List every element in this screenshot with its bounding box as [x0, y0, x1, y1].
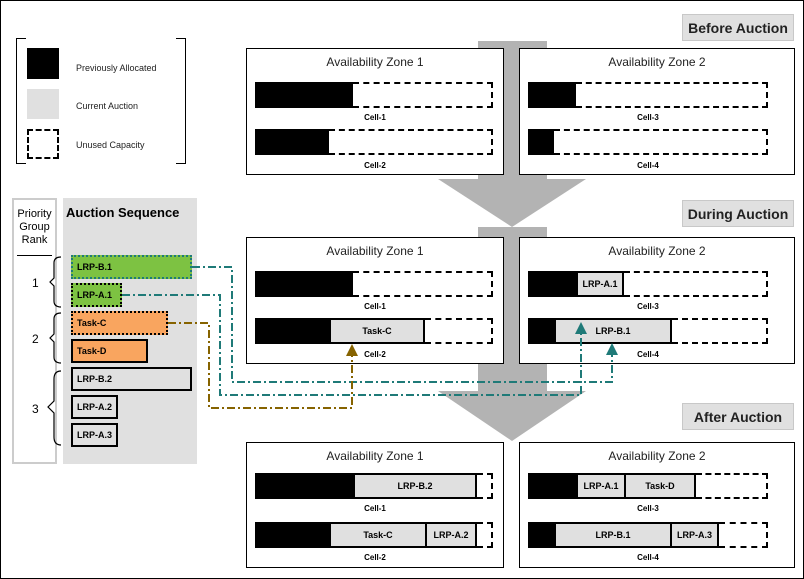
seq-lrp-a1: LRP-A.1: [71, 283, 122, 307]
cell-label: Cell-4: [637, 350, 659, 359]
seq-lrp-b2: LRP-B.2: [71, 367, 192, 391]
legend-label-allocated: Previously Allocated: [76, 63, 157, 73]
seq-lrp-a2: LRP-A.2: [71, 395, 118, 419]
unused-bar: [576, 82, 768, 108]
lrp-b1-bar: LRP-B.1: [554, 522, 672, 548]
cell-label: Cell-1: [364, 302, 386, 311]
cell-label: Cell-4: [637, 161, 659, 170]
lrp-b1-bar: LRP-B.1: [554, 318, 672, 344]
seq-lrp-b1: LRP-B.1: [71, 255, 192, 279]
priority-rank-column: Priority Group Rank 1 2 3: [12, 198, 57, 464]
stage-during: During Auction: [682, 200, 794, 227]
cell-label: Cell-2: [364, 161, 386, 170]
before-zone-2: Availability Zone 2 Cell-3 Cell-4: [519, 48, 795, 175]
brace-icon: [49, 312, 62, 364]
rank-1: 1: [32, 276, 39, 290]
lrp-a1-bar: LRP-A.1: [576, 271, 624, 297]
cell-label: Cell-2: [364, 553, 386, 562]
seq-task-d: Task-D: [71, 339, 148, 363]
allocated-bar: [255, 473, 355, 499]
zone-title: Availability Zone 1: [326, 55, 424, 69]
arrowhead-icon: [575, 322, 587, 334]
cell-label: Cell-3: [637, 302, 659, 311]
lrp-b1-placement-arrow: [192, 266, 613, 383]
lrp-a1-placement-arrow: [122, 294, 582, 396]
after-zone-2: Availability Zone 2 LRP-A.1 Task-D Cell-…: [519, 442, 795, 568]
lrp-b2-bar: LRP-B.2: [353, 473, 477, 499]
unused-bar: [672, 318, 768, 344]
unused-bar: [477, 522, 493, 548]
unused-bar: [719, 522, 768, 548]
unused-bar: [425, 318, 493, 344]
during-zone-2: Availability Zone 2 LRP-A.1 Cell-3 LRP-B…: [519, 237, 795, 364]
allocated-bar: [255, 129, 329, 155]
priority-header: Priority Group Rank: [17, 208, 52, 246]
unused-bar: [554, 129, 768, 155]
allocated-bar: [528, 473, 578, 499]
zone-title: Availability Zone 1: [326, 244, 424, 258]
unused-bar: [624, 271, 768, 297]
allocated-bar: [528, 271, 578, 297]
rank-3: 3: [32, 402, 39, 416]
task-c-placement-arrow: [168, 322, 353, 409]
allocated-bar: [528, 129, 554, 155]
stage-before: Before Auction: [682, 14, 794, 41]
lrp-a1-bar: LRP-A.1: [576, 473, 626, 499]
cell-label: Cell-3: [637, 504, 659, 513]
legend-bracket-right: [176, 38, 186, 164]
allocated-bar: [528, 82, 576, 108]
lrp-a2-bar: LRP-A.2: [425, 522, 477, 548]
arrowhead-icon: [346, 344, 358, 356]
brace-icon: [49, 256, 62, 308]
header-divider: [17, 255, 52, 256]
legend-bracket-left: [16, 38, 26, 164]
zone-title: Availability Zone 2: [608, 244, 706, 258]
during-zone-1: Availability Zone 1 Cell-1 Task-C Cell-2: [246, 237, 504, 364]
allocated-bar: [255, 318, 331, 344]
unused-bar: [696, 473, 768, 499]
cell-label: Cell-2: [364, 350, 386, 359]
legend-swatch-allocated: [27, 48, 59, 79]
legend-swatch-current: [27, 89, 59, 119]
allocated-bar: [528, 318, 556, 344]
seq-task-c: Task-C: [71, 311, 168, 335]
legend-label-current: Current Auction: [76, 101, 139, 111]
rank-2: 2: [32, 332, 39, 346]
auction-sequence-title: Auction Sequence: [66, 205, 180, 220]
zone-title: Availability Zone 2: [608, 55, 706, 69]
allocated-bar: [255, 522, 331, 548]
allocated-bar: [255, 82, 353, 108]
after-zone-1: Availability Zone 1 LRP-B.2 Cell-1 Task-…: [246, 442, 504, 568]
cell-label: Cell-3: [637, 113, 659, 122]
task-c-bar: Task-C: [329, 522, 427, 548]
cell-label: Cell-1: [364, 504, 386, 513]
legend-swatch-unused: [27, 129, 59, 159]
unused-bar: [353, 271, 493, 297]
allocated-bar: [528, 522, 556, 548]
group-braces: [47, 256, 62, 446]
unused-bar: [353, 82, 493, 108]
lrp-a3-bar: LRP-A.3: [670, 522, 719, 548]
cell-label: Cell-4: [637, 553, 659, 562]
legend-label-unused: Unused Capacity: [76, 140, 145, 150]
unused-bar: [329, 129, 493, 155]
cell-label: Cell-1: [364, 113, 386, 122]
before-zone-1: Availability Zone 1 Cell-1 Cell-2: [246, 48, 504, 175]
unused-bar: [477, 473, 493, 499]
task-d-bar: Task-D: [624, 473, 696, 499]
brace-icon: [47, 370, 62, 446]
arrowhead-icon: [606, 343, 618, 355]
zone-title: Availability Zone 2: [608, 449, 706, 463]
allocated-bar: [255, 271, 353, 297]
stage-after: After Auction: [682, 403, 794, 430]
zone-title: Availability Zone 1: [326, 449, 424, 463]
seq-lrp-a3: LRP-A.3: [71, 423, 118, 447]
task-c-bar: Task-C: [329, 318, 425, 344]
